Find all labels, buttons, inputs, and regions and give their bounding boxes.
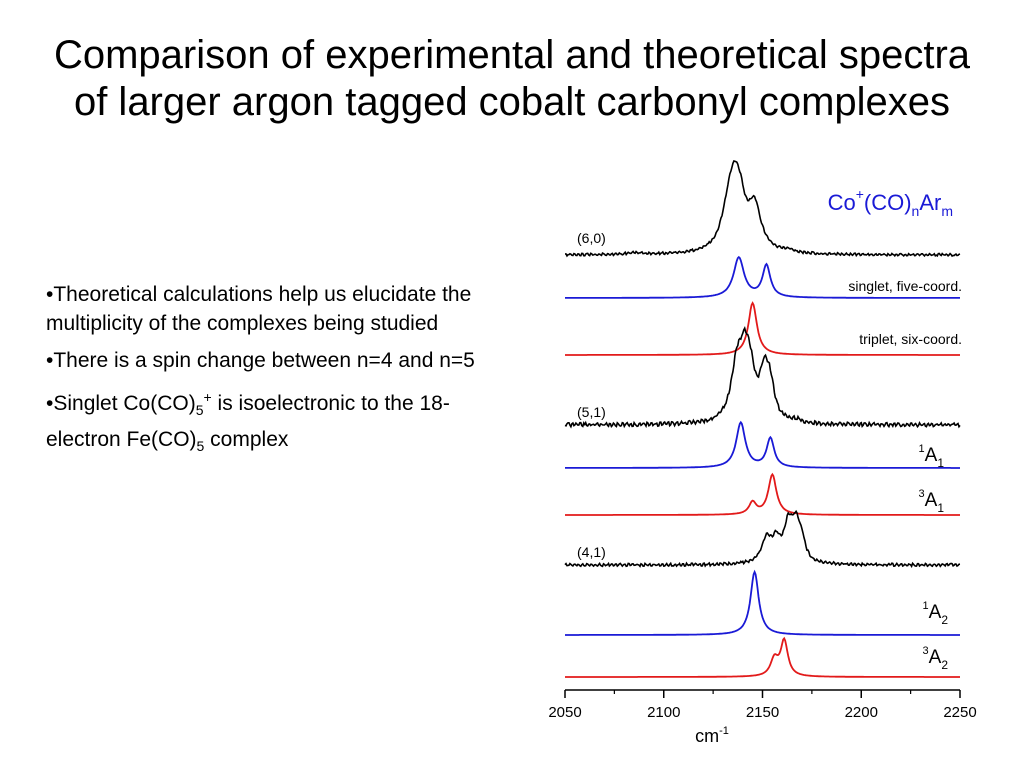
bullet-text: 5 <box>196 438 205 455</box>
bullet-item: •Theoretical calculations help us elucid… <box>46 280 516 338</box>
bullet-text: complex <box>204 428 289 452</box>
trace-label: (6,0) <box>577 230 606 246</box>
x-axis-label: cm-1 <box>695 725 729 746</box>
trace-label: 1A1 <box>919 443 945 470</box>
spectrum-trace <box>565 569 960 636</box>
trace-label: (5,1) <box>577 404 606 420</box>
bullet-text: •Singlet Co(CO) <box>46 392 196 415</box>
x-tick-label: 2150 <box>746 704 779 721</box>
spectrum-trace <box>565 420 960 469</box>
bullet-text: •There is a spin change between n=4 and … <box>46 349 475 372</box>
trace-label: 3A1 <box>919 488 945 515</box>
trace-label: (4,1) <box>577 544 606 560</box>
bullet-item: •There is a spin change between n=4 and … <box>46 346 516 375</box>
x-tick-label: 2250 <box>943 704 976 721</box>
bullet-text: •Theoretical calculations help us elucid… <box>46 283 472 335</box>
trace-label: 1A2 <box>923 600 949 627</box>
x-tick-label: 2100 <box>647 704 680 721</box>
spectrum-trace <box>565 472 960 516</box>
trace-label: 3A2 <box>923 645 949 672</box>
slide-title: Comparison of experimental and theoretic… <box>53 33 971 124</box>
spectrum-trace <box>565 255 960 299</box>
trace-label: singlet, five-coord. <box>848 278 962 294</box>
x-tick-label: 2050 <box>548 704 581 721</box>
bullet-text: is isoelectronic to the 18-electron Fe(C… <box>46 392 450 452</box>
bullet-text: 5 <box>195 402 204 419</box>
trace-label: triplet, six-coord. <box>859 331 962 347</box>
spectrum-trace <box>564 509 961 569</box>
bullet-item: •Singlet Co(CO)5+ is isoelectronic to th… <box>46 383 516 461</box>
x-tick-label: 2200 <box>845 704 878 721</box>
spectrum-trace <box>565 636 960 678</box>
spectrum-trace <box>564 326 961 429</box>
bullet-text: + <box>203 389 212 405</box>
spectrum-trace <box>565 301 960 356</box>
chart-heading: Co+(CO)nArm <box>828 186 953 219</box>
bullet-list: •Theoretical calculations help us elucid… <box>46 280 516 469</box>
spectrum-trace <box>565 160 961 258</box>
